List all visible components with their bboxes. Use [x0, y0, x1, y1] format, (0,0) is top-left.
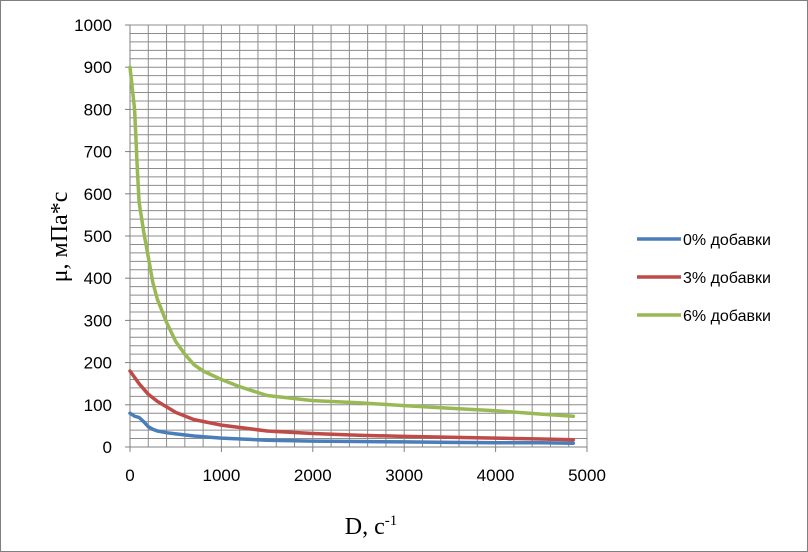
y-axis-ticks: 0 100 200 300 400 500 600 700 800 900 1000	[74, 16, 130, 457]
grid-lines	[129, 24, 588, 448]
series-lines	[128, 65, 576, 445]
y-tick-label: 1000	[74, 16, 112, 35]
x-tick-label: 2000	[294, 466, 332, 485]
legend: 0% добавки 3% добавки 6% добавки	[637, 232, 771, 325]
legend-label: 3% добавки	[683, 270, 771, 287]
y-tick-label: 800	[84, 100, 112, 119]
x-tick-label: 0	[125, 466, 134, 485]
x-axis-title-exponent: -1	[385, 513, 398, 529]
x-axis-ticks: 0 1000 2000 3000 4000 5000	[125, 447, 606, 485]
y-axis-title: μ, мПа*с	[47, 192, 73, 283]
x-tick-label: 5000	[568, 466, 606, 485]
x-tick-label: 3000	[385, 466, 423, 485]
series-line-1	[128, 411, 576, 445]
x-tick-label: 4000	[477, 466, 515, 485]
y-tick-label: 700	[84, 143, 112, 162]
series-line-3	[128, 65, 576, 418]
y-tick-label: 500	[84, 227, 112, 246]
x-axis-title-main: D, с	[345, 514, 385, 540]
legend-label: 0% добавки	[683, 232, 771, 249]
x-axis-title: D, с-1	[345, 513, 397, 540]
y-tick-label: 600	[84, 185, 112, 204]
series-line-2	[128, 369, 576, 442]
x-tick-label: 1000	[202, 466, 240, 485]
y-tick-label: 900	[84, 58, 112, 77]
y-tick-label: 200	[84, 354, 112, 373]
y-tick-label: 400	[84, 269, 112, 288]
y-tick-label: 100	[84, 396, 112, 415]
y-tick-label: 300	[84, 311, 112, 330]
y-tick-label: 0	[103, 438, 112, 457]
legend-label: 6% добавки	[683, 308, 771, 325]
